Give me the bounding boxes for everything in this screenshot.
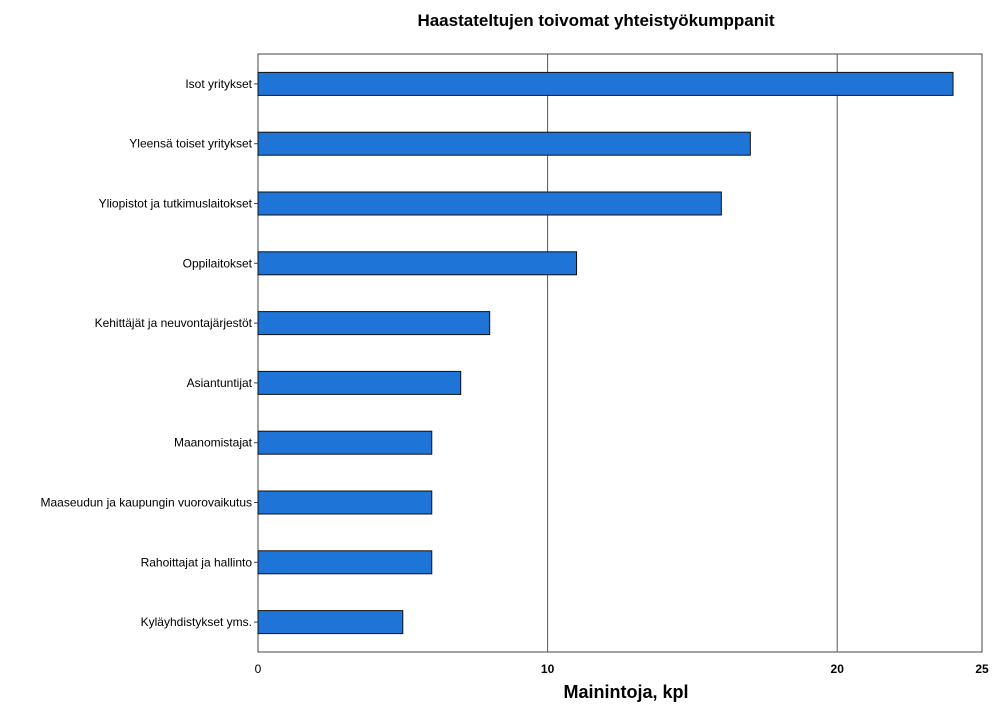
category-label: Isot yritykset bbox=[185, 77, 252, 91]
category-label: Kehittäjät ja neuvontajärjestöt bbox=[95, 316, 253, 330]
chart-title: Haastateltujen toivomat yhteistyökumppan… bbox=[417, 11, 774, 30]
x-tick-label: 10 bbox=[541, 662, 555, 676]
category-label: Rahoittajat ja hallinto bbox=[141, 555, 253, 569]
bar bbox=[257, 490, 433, 515]
bar bbox=[257, 71, 954, 96]
x-tick-label: 25 bbox=[975, 662, 989, 676]
plot-area bbox=[257, 53, 983, 653]
x-tick-labels: 0 10 20 25 bbox=[255, 662, 989, 676]
bar bbox=[257, 550, 433, 575]
category-label: Oppilaitokset bbox=[183, 256, 253, 270]
category-label: Kyläyhdistykset yms. bbox=[141, 615, 252, 629]
category-label: Yleensä toiset yritykset bbox=[129, 137, 252, 151]
bar bbox=[257, 430, 433, 455]
x-tick-label: 20 bbox=[831, 662, 845, 676]
x-axis-label: Mainintoja, kpl bbox=[563, 682, 688, 702]
bar bbox=[257, 191, 722, 216]
category-label: Asiantuntijat bbox=[187, 376, 253, 390]
category-labels: Isot yritykset Yleensä toiset yritykset Yl… bbox=[41, 77, 258, 629]
bar bbox=[257, 370, 462, 395]
category-label: Maanomistajat bbox=[174, 436, 253, 450]
bar bbox=[257, 131, 751, 156]
bar bbox=[257, 251, 578, 276]
category-label: Maaseudun ja kaupungin vuorovaikutus bbox=[41, 496, 252, 510]
bar bbox=[257, 610, 404, 635]
x-tick-label: 0 bbox=[255, 662, 262, 676]
bar bbox=[257, 311, 491, 336]
category-label: Yliopistot ja tutkimuslaitokset bbox=[99, 197, 253, 211]
bars bbox=[257, 71, 954, 635]
